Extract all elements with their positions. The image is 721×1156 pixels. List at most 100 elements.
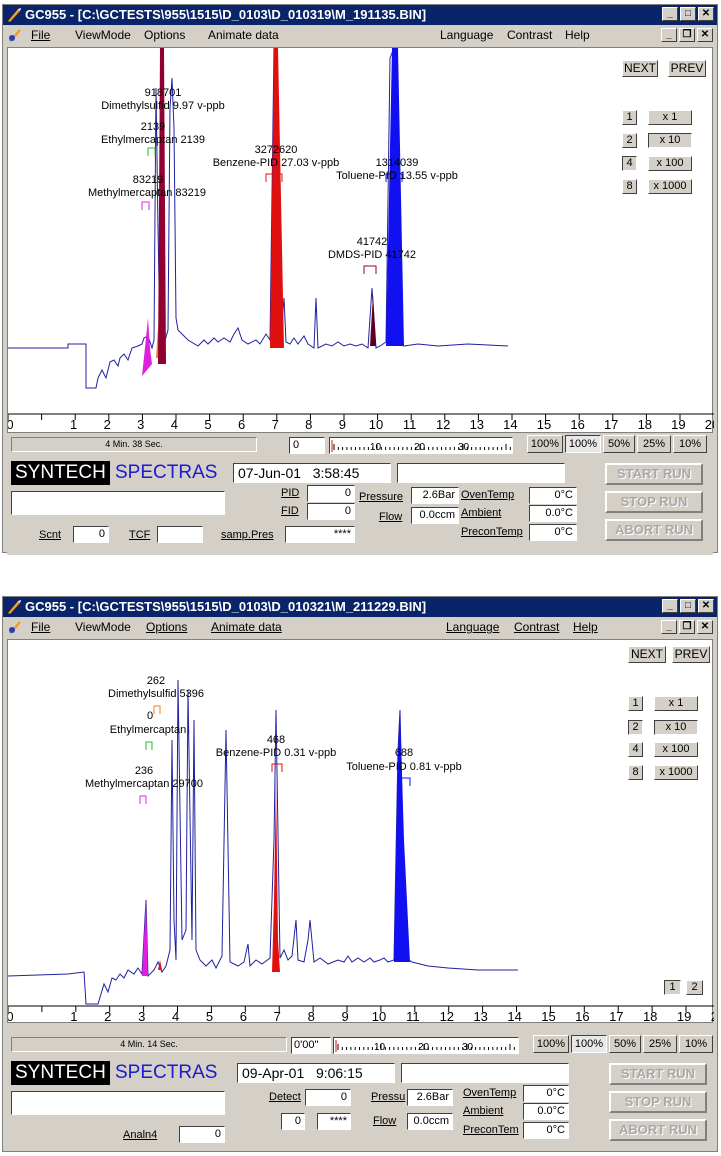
abort-run-button[interactable]: ABORT RUN [609,1119,707,1141]
menu-viewmode[interactable]: ViewMode [75,28,131,42]
scale-x1-button[interactable]: x 1 [648,110,692,125]
x-tick-label: 0 [8,1009,14,1022]
close-button[interactable]: ✕ [698,7,714,21]
x-tick-label: 16 [575,1009,589,1022]
pressure-value: 2.6Bar [407,1089,453,1106]
abort-run-button[interactable]: ABORT RUN [605,519,703,541]
key-1-button[interactable]: 1 [628,696,643,711]
maximize-button[interactable]: □ [680,7,696,21]
message-field[interactable] [401,1063,569,1083]
position-field[interactable]: 0'00" [291,1037,331,1054]
x-tick-label: 5 [206,1009,213,1022]
zoom-100-button[interactable]: 100% [527,435,563,453]
x-tick-label: 20 [711,1009,714,1022]
key-8-button[interactable]: 8 [622,179,637,194]
mdi-restore-button[interactable]: ❐ [679,28,695,42]
prev-button[interactable]: PREV [672,646,710,663]
position-field[interactable]: 0 [289,437,325,454]
menu-viewmode[interactable]: ViewMode [75,620,131,634]
zoom-10-button[interactable]: 10% [679,1035,713,1053]
x-tick-label: 1 [70,1009,77,1022]
chart-tab-1[interactable]: 1 [664,980,681,995]
next-button[interactable]: NEXT [628,646,666,663]
peak-marker-methyl [141,201,150,210]
menu-help[interactable]: Help [565,28,590,42]
chart-tab-2[interactable]: 2 [686,980,703,995]
x-tick-label: 18 [638,417,652,432]
peak-label-name: Dimethylsulfid 5396 [108,688,204,700]
zoom-100-active-button[interactable]: 100% [571,1035,607,1053]
ruler-tick-label: 10 [374,1042,386,1053]
key-2-button[interactable]: 2 [628,720,643,735]
close-button[interactable]: ✕ [698,599,714,613]
menu-language[interactable]: Language [440,28,494,42]
stop-run-button[interactable]: STOP RUN [605,491,703,513]
x-axis-ticks: 01234567891011121314151617181920 [8,414,714,432]
menu-contrast[interactable]: Contrast [514,620,560,634]
oven-temp-value: 0°C [529,487,577,504]
tcf-value [157,526,203,543]
menu-file[interactable]: File [31,620,51,634]
minimize-button[interactable]: _ [662,599,678,613]
menu-options[interactable]: Options [144,28,186,42]
mdi-close-button[interactable]: ✕ [697,28,713,42]
mdi-close-button[interactable]: ✕ [697,620,713,634]
key-4-button[interactable]: 4 [622,156,637,171]
baseline-trace [8,48,509,389]
red-peak [270,48,284,348]
time-ruler[interactable]: 10 20 30 [333,1037,528,1054]
brand-spectras: SPECTRAS [115,462,218,483]
scale-x10-button[interactable]: x 10 [654,720,698,735]
key-4-button[interactable]: 4 [628,742,643,757]
stop-run-button[interactable]: STOP RUN [609,1091,707,1113]
zoom-25-button[interactable]: 25% [643,1035,677,1053]
maximize-button[interactable]: □ [680,599,696,613]
magenta-peak [142,318,152,376]
x-tick-label: 7 [274,1009,281,1022]
key-1-button[interactable]: 1 [622,110,637,125]
message-field[interactable] [397,463,565,483]
mdi-minimize-button[interactable]: _ [661,28,677,42]
comment-field[interactable] [11,1091,225,1115]
mdi-minimize-button[interactable]: _ [661,620,677,634]
zoom-100-button[interactable]: 100% [533,1035,569,1053]
scale-x100-button[interactable]: x 100 [654,742,698,757]
start-run-button[interactable]: START RUN [605,463,703,485]
peak-label-count: 0 [147,710,153,722]
zoom-100-active-button[interactable]: 100% [565,435,601,453]
flow-label: Flow [373,1115,397,1127]
scale-x1-button[interactable]: x 1 [654,696,698,711]
menu-animate-data[interactable]: Animate data [208,28,279,42]
start-run-button[interactable]: START RUN [609,1063,707,1085]
prev-button[interactable]: PREV [668,60,706,77]
menu-help[interactable]: Help [573,620,598,634]
document-icon[interactable] [7,27,23,43]
menu-options[interactable]: Options [146,620,188,634]
scale-x1000-button[interactable]: x 1000 [648,179,692,194]
zoom-50-button[interactable]: 50% [603,435,635,453]
zoom-50-button[interactable]: 50% [609,1035,641,1053]
menu-animate-data[interactable]: Animate data [211,620,282,634]
menu-language[interactable]: Language [446,620,500,634]
comment-field[interactable] [11,491,225,515]
key-2-button[interactable]: 2 [622,133,637,148]
time-ruler[interactable]: 10 20 30 [329,437,524,454]
menu-contrast[interactable]: Contrast [507,28,553,42]
precon-temp-value: 0°C [529,524,577,541]
scale-x10-button[interactable]: x 10 [648,133,692,148]
zoom-25-button[interactable]: 25% [637,435,671,453]
mdi-restore-button[interactable]: ❐ [679,620,695,634]
menu-file[interactable]: File [31,28,51,42]
ambient-label: Ambient [461,507,502,519]
zoom-10-button[interactable]: 10% [673,435,707,453]
scale-x1000-button[interactable]: x 1000 [654,765,698,780]
datetime-display: 09-Apr-01 9:06:15 [237,1063,395,1083]
next-button[interactable]: NEXT [622,60,658,77]
oven-temp-label: OvenTemp [463,1087,517,1099]
key-8-button[interactable]: 8 [628,765,643,780]
minimize-button[interactable]: _ [662,7,678,21]
x-tick-label: 10 [369,417,383,432]
document-icon[interactable] [7,619,23,635]
brand-syntech: SYNTECH [11,461,110,485]
scale-x100-button[interactable]: x 100 [648,156,692,171]
